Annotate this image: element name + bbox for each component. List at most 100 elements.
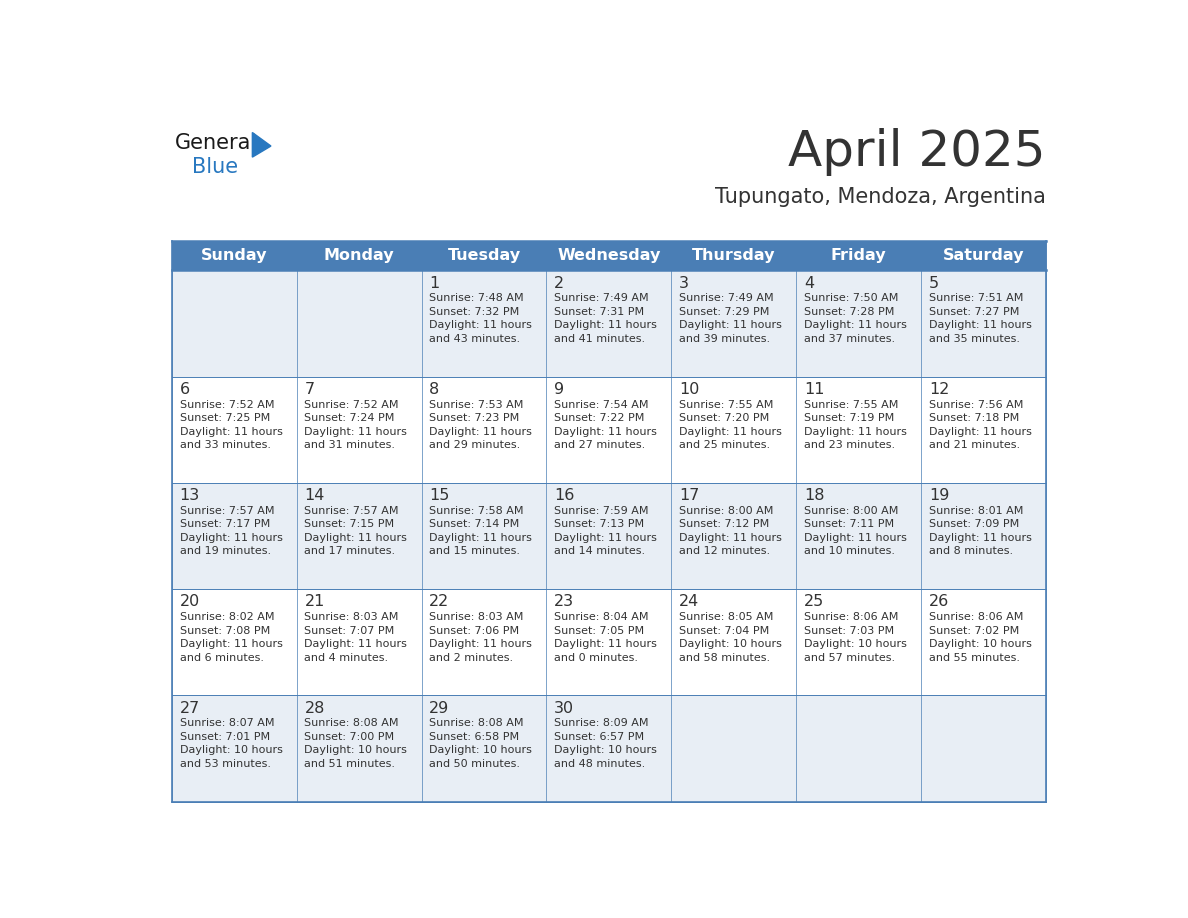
Text: and 53 minutes.: and 53 minutes. <box>179 759 271 769</box>
Text: Daylight: 10 hours: Daylight: 10 hours <box>929 639 1031 649</box>
Text: Sunset: 7:00 PM: Sunset: 7:00 PM <box>304 732 394 742</box>
Text: Sunrise: 7:58 AM: Sunrise: 7:58 AM <box>429 506 524 516</box>
Text: Sunrise: 7:49 AM: Sunrise: 7:49 AM <box>554 294 649 304</box>
Text: Sunrise: 8:00 AM: Sunrise: 8:00 AM <box>804 506 898 516</box>
Text: Monday: Monday <box>324 248 394 263</box>
Text: and 55 minutes.: and 55 minutes. <box>929 653 1019 663</box>
Text: 29: 29 <box>429 700 449 716</box>
Text: Sunrise: 7:52 AM: Sunrise: 7:52 AM <box>179 399 274 409</box>
Text: Sunset: 7:24 PM: Sunset: 7:24 PM <box>304 413 394 423</box>
Text: and 33 minutes.: and 33 minutes. <box>179 440 271 450</box>
Text: Sunset: 7:04 PM: Sunset: 7:04 PM <box>680 626 770 635</box>
Text: Sunset: 7:11 PM: Sunset: 7:11 PM <box>804 520 895 530</box>
Text: 17: 17 <box>680 488 700 503</box>
Text: and 48 minutes.: and 48 minutes. <box>554 759 645 769</box>
Text: Thursday: Thursday <box>691 248 776 263</box>
Text: Sunset: 7:19 PM: Sunset: 7:19 PM <box>804 413 895 423</box>
Text: and 25 minutes.: and 25 minutes. <box>680 440 770 450</box>
Text: Sunset: 7:31 PM: Sunset: 7:31 PM <box>554 307 644 317</box>
Text: Sunset: 6:57 PM: Sunset: 6:57 PM <box>554 732 644 742</box>
Text: Sunset: 7:14 PM: Sunset: 7:14 PM <box>429 520 519 530</box>
Text: and 57 minutes.: and 57 minutes. <box>804 653 895 663</box>
Text: Daylight: 11 hours: Daylight: 11 hours <box>554 320 657 330</box>
Text: Sunset: 7:27 PM: Sunset: 7:27 PM <box>929 307 1019 317</box>
Text: 23: 23 <box>554 595 574 610</box>
Text: Sunrise: 7:54 AM: Sunrise: 7:54 AM <box>554 399 649 409</box>
Text: Sunrise: 7:55 AM: Sunrise: 7:55 AM <box>680 399 773 409</box>
Text: Daylight: 11 hours: Daylight: 11 hours <box>680 320 782 330</box>
Text: Sunset: 7:28 PM: Sunset: 7:28 PM <box>804 307 895 317</box>
Text: and 2 minutes.: and 2 minutes. <box>429 653 513 663</box>
Text: 10: 10 <box>680 382 700 397</box>
Text: Sunset: 7:13 PM: Sunset: 7:13 PM <box>554 520 644 530</box>
Text: 14: 14 <box>304 488 324 503</box>
Text: Sunrise: 8:03 AM: Sunrise: 8:03 AM <box>304 612 399 622</box>
Text: Sunrise: 7:52 AM: Sunrise: 7:52 AM <box>304 399 399 409</box>
Text: Sunrise: 7:57 AM: Sunrise: 7:57 AM <box>179 506 274 516</box>
Text: Daylight: 11 hours: Daylight: 11 hours <box>179 639 283 649</box>
Text: Sunrise: 8:06 AM: Sunrise: 8:06 AM <box>804 612 898 622</box>
Text: Daylight: 11 hours: Daylight: 11 hours <box>929 532 1031 543</box>
Text: Sunset: 7:02 PM: Sunset: 7:02 PM <box>929 626 1019 635</box>
Text: 5: 5 <box>929 275 939 291</box>
Bar <box>297 241 422 270</box>
Text: 6: 6 <box>179 382 190 397</box>
Text: and 17 minutes.: and 17 minutes. <box>304 546 396 556</box>
Text: Sunrise: 7:49 AM: Sunrise: 7:49 AM <box>680 294 773 304</box>
Text: and 4 minutes.: and 4 minutes. <box>304 653 388 663</box>
Text: Daylight: 11 hours: Daylight: 11 hours <box>554 639 657 649</box>
Text: Daylight: 11 hours: Daylight: 11 hours <box>804 427 906 437</box>
Text: 8: 8 <box>429 382 440 397</box>
Text: Sunset: 7:08 PM: Sunset: 7:08 PM <box>179 626 270 635</box>
Text: Sunset: 6:58 PM: Sunset: 6:58 PM <box>429 732 519 742</box>
Text: 22: 22 <box>429 595 449 610</box>
Text: Sunrise: 7:48 AM: Sunrise: 7:48 AM <box>429 294 524 304</box>
Text: Sunrise: 7:59 AM: Sunrise: 7:59 AM <box>554 506 649 516</box>
Text: Daylight: 10 hours: Daylight: 10 hours <box>304 745 407 756</box>
Text: Sunrise: 8:02 AM: Sunrise: 8:02 AM <box>179 612 274 622</box>
Bar <box>172 695 1045 801</box>
Text: Blue: Blue <box>192 157 238 177</box>
Text: 11: 11 <box>804 382 824 397</box>
Text: and 6 minutes.: and 6 minutes. <box>179 653 264 663</box>
Text: and 10 minutes.: and 10 minutes. <box>804 546 895 556</box>
Text: Daylight: 11 hours: Daylight: 11 hours <box>179 427 283 437</box>
Text: 9: 9 <box>554 382 564 397</box>
Text: 2: 2 <box>554 275 564 291</box>
Text: Daylight: 10 hours: Daylight: 10 hours <box>804 639 906 649</box>
Bar <box>172 589 1045 695</box>
Text: Sunset: 7:22 PM: Sunset: 7:22 PM <box>554 413 645 423</box>
Text: and 14 minutes.: and 14 minutes. <box>554 546 645 556</box>
Text: Sunset: 7:03 PM: Sunset: 7:03 PM <box>804 626 895 635</box>
Text: and 43 minutes.: and 43 minutes. <box>429 334 520 344</box>
Text: and 19 minutes.: and 19 minutes. <box>179 546 271 556</box>
Text: and 39 minutes.: and 39 minutes. <box>680 334 770 344</box>
Text: Sunset: 7:12 PM: Sunset: 7:12 PM <box>680 520 770 530</box>
Text: 3: 3 <box>680 275 689 291</box>
Text: Sunrise: 7:50 AM: Sunrise: 7:50 AM <box>804 294 898 304</box>
Bar <box>546 241 671 270</box>
Text: and 23 minutes.: and 23 minutes. <box>804 440 895 450</box>
Text: Daylight: 10 hours: Daylight: 10 hours <box>554 745 657 756</box>
Text: Sunrise: 8:08 AM: Sunrise: 8:08 AM <box>304 719 399 729</box>
Text: Daylight: 11 hours: Daylight: 11 hours <box>680 427 782 437</box>
Text: Sunrise: 7:57 AM: Sunrise: 7:57 AM <box>304 506 399 516</box>
Text: 20: 20 <box>179 595 200 610</box>
Text: Tuesday: Tuesday <box>448 248 520 263</box>
Text: Sunrise: 8:07 AM: Sunrise: 8:07 AM <box>179 719 274 729</box>
Text: 15: 15 <box>429 488 449 503</box>
Text: Sunrise: 8:03 AM: Sunrise: 8:03 AM <box>429 612 524 622</box>
Text: 1: 1 <box>429 275 440 291</box>
Text: Sunrise: 7:56 AM: Sunrise: 7:56 AM <box>929 399 1023 409</box>
Text: Sunset: 7:18 PM: Sunset: 7:18 PM <box>929 413 1019 423</box>
Text: Sunrise: 8:06 AM: Sunrise: 8:06 AM <box>929 612 1023 622</box>
Text: and 12 minutes.: and 12 minutes. <box>680 546 770 556</box>
Text: 16: 16 <box>554 488 575 503</box>
Text: and 29 minutes.: and 29 minutes. <box>429 440 520 450</box>
Text: and 15 minutes.: and 15 minutes. <box>429 546 520 556</box>
Text: 12: 12 <box>929 382 949 397</box>
Bar <box>172 241 297 270</box>
Text: Sunrise: 7:51 AM: Sunrise: 7:51 AM <box>929 294 1023 304</box>
Text: and 41 minutes.: and 41 minutes. <box>554 334 645 344</box>
Text: Daylight: 10 hours: Daylight: 10 hours <box>429 745 532 756</box>
